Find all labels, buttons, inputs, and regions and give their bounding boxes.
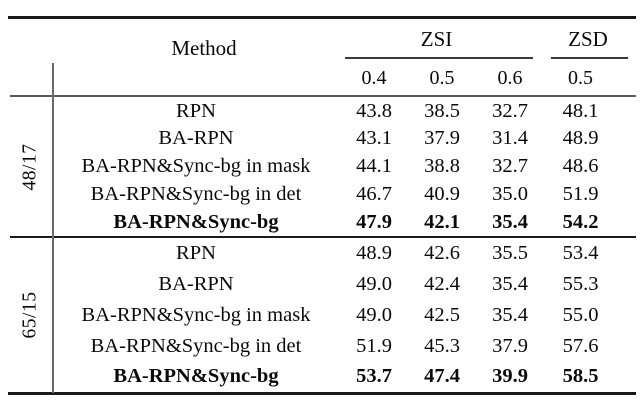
- bottom-rule: [8, 392, 636, 395]
- method-cell: RPN: [176, 99, 216, 122]
- header-rule: [10, 95, 636, 97]
- table-row: BA-RPN 43.1 37.9 31.4 48.9: [52, 128, 617, 149]
- zsi-06-cell: 39.9: [492, 365, 528, 388]
- zsi-06-cell: 31.4: [492, 127, 528, 150]
- spacer: [52, 62, 340, 94]
- zsi-04-cell: 49.0: [356, 303, 392, 326]
- zsd-05-cell: 53.4: [562, 242, 599, 265]
- zsd-05-cell: 54.2: [562, 210, 599, 233]
- zsi-05-cell: 42.4: [424, 272, 460, 295]
- zsd-05-cell: 48.9: [562, 127, 599, 150]
- zsi-05-cell: 38.5: [424, 99, 460, 122]
- zsi-06-cell: 32.7: [492, 155, 528, 178]
- table-row: BA-RPN&Sync-bg in mask 49.0 42.5 35.4 55…: [52, 305, 617, 326]
- table-row-best: BA-RPN&Sync-bg 53.7 47.4 39.9 58.5: [52, 366, 617, 387]
- method-cell: BA-RPN&Sync-bg in det: [90, 334, 302, 357]
- zsi-06-cell: 35.0: [492, 183, 528, 206]
- table-row: BA-RPN 49.0 42.4 35.4 55.3: [52, 274, 617, 295]
- zsi-05-cell: 40.9: [424, 183, 460, 206]
- zsi-04-cell: 51.9: [356, 334, 392, 357]
- table-row: BA-RPN&Sync-bg in mask 44.1 38.8 32.7 48…: [52, 156, 617, 177]
- zsi-05-cell: 45.3: [424, 334, 460, 357]
- zsi-threshold-04: 0.4: [361, 66, 387, 89]
- table-row: RPN 43.8 38.5 32.7 48.1: [52, 101, 617, 122]
- method-cell: BA-RPN&Sync-bg in mask: [81, 155, 311, 178]
- zsd-threshold-05: 0.5: [568, 66, 593, 89]
- zsi-06-cell: 35.4: [492, 272, 528, 295]
- method-cell: BA-RPN: [158, 272, 234, 295]
- zsi-05-cell: 38.8: [424, 155, 460, 178]
- zsi-06-cell: 35.5: [492, 242, 528, 265]
- group-label-65-15: 65/15: [8, 238, 52, 392]
- group-label-text: 48/17: [19, 143, 41, 190]
- zsi-06-cell: 35.4: [492, 303, 528, 326]
- method-cell: BA-RPN&Sync-bg in det: [90, 183, 302, 206]
- zsi-04-cell: 43.1: [356, 127, 392, 150]
- column-header-zsd: ZSD: [568, 26, 608, 51]
- zsi-05-cell: 47.4: [424, 365, 460, 388]
- table-row-best: BA-RPN&Sync-bg 47.9 42.1 35.4 54.2: [52, 212, 617, 233]
- column-header-zsi: ZSI: [420, 26, 453, 51]
- zsd-05-cell: 55.3: [562, 272, 599, 295]
- group-label-48-17: 48/17: [8, 97, 52, 236]
- method-cell: BA-RPN&Sync-bg: [113, 210, 279, 233]
- zsi-04-cell: 48.9: [356, 242, 392, 265]
- zsi-05-cell: 37.9: [424, 127, 460, 150]
- zsd-cmidrule: [551, 57, 628, 59]
- zsd-05-cell: 55.0: [562, 303, 599, 326]
- top-rule: [8, 16, 636, 19]
- table-row: BA-RPN&Sync-bg in det 51.9 45.3 37.9 57.…: [52, 336, 617, 357]
- zsi-06-cell: 37.9: [492, 334, 528, 357]
- group-column-divider: [52, 63, 54, 393]
- threshold-header-row: 0.4 0.5 0.6 0.5: [52, 62, 617, 94]
- zsi-04-cell: 44.1: [356, 155, 392, 178]
- zsi-05-cell: 42.1: [424, 210, 460, 233]
- zsi-05-cell: 42.6: [424, 242, 460, 265]
- zsd-05-cell: 48.6: [562, 155, 599, 178]
- method-cell: BA-RPN: [158, 127, 234, 150]
- zsi-06-cell: 35.4: [492, 210, 528, 233]
- group-separator-rule: [10, 236, 636, 239]
- method-cell: BA-RPN&Sync-bg in mask: [81, 303, 311, 326]
- zsd-05-cell: 51.9: [562, 183, 599, 206]
- method-cell: BA-RPN&Sync-bg: [113, 365, 279, 388]
- zsi-threshold-06: 0.6: [497, 66, 523, 89]
- table-row: RPN 48.9 42.6 35.5 53.4: [52, 243, 617, 264]
- zsi-04-cell: 47.9: [356, 210, 392, 233]
- zsi-04-cell: 49.0: [356, 272, 392, 295]
- group-65-15-rows: RPN 48.9 42.6 35.5 53.4 BA-RPN 49.0 42.4…: [52, 238, 617, 392]
- table-row: BA-RPN&Sync-bg in det 46.7 40.9 35.0 51.…: [52, 184, 617, 205]
- method-cell: RPN: [176, 242, 216, 265]
- zsi-04-cell: 46.7: [356, 183, 392, 206]
- zsd-05-cell: 58.5: [562, 365, 599, 388]
- group-label-text: 65/15: [19, 291, 41, 339]
- zsi-04-cell: 43.8: [356, 99, 392, 122]
- zsi-04-cell: 53.7: [356, 365, 392, 388]
- zsi-06-cell: 32.7: [492, 99, 528, 122]
- zsi-05-cell: 42.5: [424, 303, 460, 326]
- zsd-05-cell: 48.1: [562, 99, 599, 122]
- zsi-threshold-05: 0.5: [429, 66, 455, 89]
- zsi-cmidrule: [345, 57, 533, 59]
- column-header-method: Method: [171, 35, 237, 60]
- zsd-05-cell: 57.6: [562, 334, 599, 357]
- group-48-17-rows: RPN 43.8 38.5 32.7 48.1 BA-RPN 43.1 37.9…: [52, 97, 617, 236]
